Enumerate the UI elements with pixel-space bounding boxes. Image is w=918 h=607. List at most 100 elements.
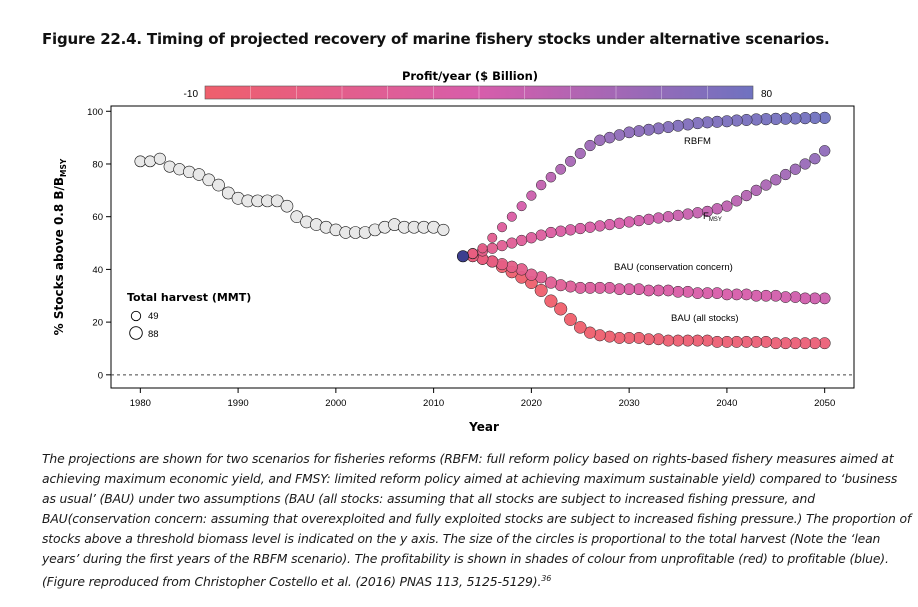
x-axis-label: Year (468, 420, 499, 434)
figure-title: Figure 22.4. Timing of projected recover… (42, 30, 830, 48)
historical-point (270, 194, 284, 208)
series-3-point (534, 284, 548, 297)
series-1-point (818, 145, 831, 157)
series-1-point (545, 226, 557, 239)
series-label-fmsy: FMSY (703, 211, 722, 223)
historical-point (221, 186, 235, 200)
historical-point (437, 223, 450, 236)
series-0-point (506, 211, 517, 222)
size-legend: Total harvest (MMT) 49 88 (127, 291, 251, 340)
series-label-bau-all: BAU (all stocks) (671, 313, 739, 324)
series-0-point (623, 126, 636, 139)
series-1-point (750, 184, 762, 196)
series-0-point (516, 201, 527, 212)
y-axis-label-main: % Stocks above 0.8 B/B (52, 177, 66, 335)
series-0-point (497, 222, 508, 233)
series-1-point (535, 229, 547, 241)
series-2-point (750, 289, 763, 302)
series-label-bau-conservation: BAU (conservation concern) (614, 262, 733, 273)
historical-point (192, 168, 206, 181)
series-1-point (613, 217, 625, 229)
series-1-point (721, 200, 733, 212)
y-tick-label: 100 (87, 107, 103, 118)
y-axis-label-sub: MSY (59, 158, 68, 177)
series-0-point (613, 129, 626, 141)
series-0-point (477, 243, 488, 254)
colorbar-title: Profit/year ($ Billion) (402, 69, 538, 83)
y-tick-label: 80 (92, 159, 103, 170)
series-0-point (633, 125, 645, 137)
series-3-point (544, 294, 558, 308)
series-3-point (564, 313, 577, 326)
series-1-point (731, 195, 743, 207)
y-tick-label: 0 (98, 370, 103, 381)
series-1-point (584, 221, 596, 233)
series-0-point (574, 147, 586, 159)
y-axis: 0 20 40 60 80 100 (87, 107, 111, 381)
series-1-point (691, 207, 704, 219)
series-0-point (642, 123, 655, 136)
colorbar-ticks (250, 86, 708, 99)
series-3-point (583, 326, 597, 339)
series-2-point (799, 292, 811, 305)
historical-point (153, 152, 166, 165)
series-0-point (487, 232, 498, 243)
series-2-point (779, 291, 792, 303)
series-1-point (799, 158, 811, 170)
x-tick-label: 2000 (325, 398, 346, 409)
series-1-point (603, 218, 616, 231)
x-tick-label: 2010 (423, 398, 444, 409)
series-1-point (594, 220, 606, 232)
historical-point (280, 199, 294, 213)
series-1-point (770, 174, 782, 186)
series-2-point (544, 276, 558, 289)
series-1-point (682, 208, 694, 220)
series-1-point (760, 179, 772, 191)
x-tick-label: 2040 (716, 398, 737, 409)
scenario-points (456, 111, 831, 350)
series-1-point (525, 232, 538, 244)
series-1-point (740, 189, 753, 202)
y-tick-label: 60 (92, 212, 103, 223)
series-0-point (526, 190, 537, 201)
size-legend-label-large: 88 (148, 329, 159, 340)
series-0-point (555, 163, 567, 175)
size-legend-label-small: 49 (148, 311, 159, 322)
series-0-point (467, 248, 478, 259)
figure-caption: The projections are shown for two scenar… (42, 449, 912, 592)
historical-point (134, 155, 147, 168)
historical-point (202, 173, 216, 187)
series-2-point (691, 287, 704, 299)
series-1-point (506, 237, 518, 249)
x-tick-label: 2020 (521, 398, 542, 409)
x-tick-label: 1980 (130, 398, 151, 409)
series-2-point (613, 283, 626, 296)
series-3-point (574, 321, 587, 334)
series-0-point (603, 131, 616, 144)
series-0-point (565, 155, 576, 167)
series-0-point (535, 179, 547, 191)
series-1-point (496, 240, 508, 252)
series-2-point (672, 285, 684, 298)
series-label-fmsy-sub: MSY (709, 217, 722, 223)
series-1-point (564, 224, 577, 236)
series-1-point (516, 234, 528, 246)
colorbar-max-label: 80 (761, 89, 773, 100)
projection-start-point (456, 250, 469, 263)
series-2-point (721, 288, 733, 301)
series-3-point (554, 302, 568, 316)
size-legend-title: Total harvest (MMT) (127, 291, 251, 304)
colorbar-min-label: -10 (184, 89, 199, 100)
x-tick-label: 1990 (228, 398, 249, 409)
series-2-point (525, 268, 538, 281)
series-1-point (779, 168, 792, 181)
y-tick-label: 40 (92, 265, 103, 276)
series-1-point (486, 242, 498, 254)
x-tick-label: 2030 (619, 398, 640, 409)
series-label-rbfm: RBFM (684, 136, 711, 147)
caption-reference: 36 (541, 574, 552, 583)
series-1-point (574, 222, 586, 235)
size-legend-circle-small (130, 310, 142, 322)
series-0-point (584, 139, 596, 152)
series-0-point (594, 134, 606, 146)
